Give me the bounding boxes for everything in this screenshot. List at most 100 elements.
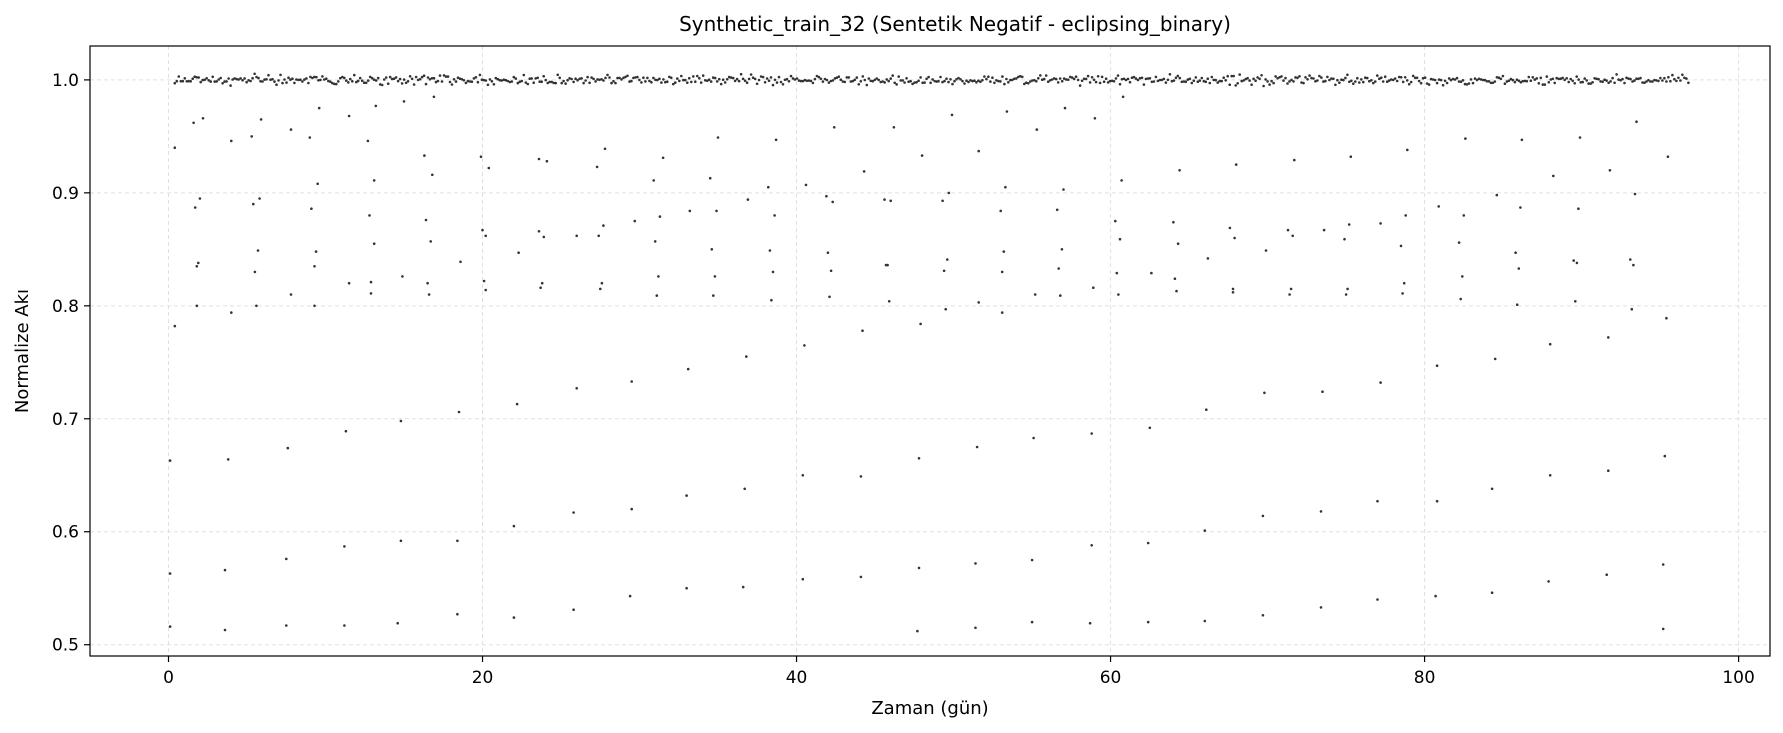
data-point <box>572 608 575 611</box>
data-point <box>429 240 433 243</box>
data-point <box>715 80 719 83</box>
data-point <box>1611 76 1614 80</box>
data-point <box>546 81 549 85</box>
data-point <box>676 77 679 80</box>
data-point <box>250 135 253 138</box>
data-point <box>1203 529 1207 532</box>
data-point <box>223 568 227 572</box>
data-point <box>875 77 878 80</box>
data-point <box>749 73 753 76</box>
data-point <box>1629 77 1632 81</box>
data-point <box>602 79 605 82</box>
data-point <box>1597 77 1600 81</box>
data-point <box>1403 76 1407 79</box>
data-point <box>195 265 199 268</box>
data-point <box>781 83 785 86</box>
data-point <box>1607 81 1610 85</box>
data-point <box>1613 81 1616 85</box>
data-point <box>995 79 998 82</box>
data-point <box>1551 77 1555 81</box>
data-point <box>537 230 541 233</box>
data-point <box>496 77 500 81</box>
data-point <box>580 77 583 80</box>
data-point <box>366 139 370 143</box>
data-point <box>863 78 867 82</box>
data-point <box>454 80 458 83</box>
data-point <box>1013 77 1016 81</box>
data-point <box>1385 80 1389 83</box>
data-point <box>1635 120 1638 123</box>
data-point <box>307 81 310 85</box>
data-point <box>343 76 346 80</box>
data-point <box>1421 76 1425 80</box>
data-point <box>947 191 951 195</box>
data-point <box>502 78 506 81</box>
data-point <box>1030 620 1034 624</box>
data-point <box>556 73 559 77</box>
data-point <box>532 81 535 84</box>
data-point <box>773 214 776 217</box>
data-point <box>401 275 404 278</box>
data-point <box>921 81 924 85</box>
data-point <box>682 78 685 82</box>
data-point <box>1120 77 1124 81</box>
data-point <box>859 80 863 83</box>
x-tick-label: 20 <box>472 668 494 688</box>
data-point <box>259 80 262 83</box>
data-point <box>1122 77 1126 81</box>
data-point <box>1687 81 1690 85</box>
data-point <box>1056 81 1060 84</box>
data-point <box>333 82 336 86</box>
data-point <box>931 78 934 81</box>
data-point <box>1445 81 1449 85</box>
data-point <box>1021 75 1024 79</box>
data-point <box>843 80 847 84</box>
data-point <box>985 77 988 81</box>
data-point <box>1608 169 1612 172</box>
data-point <box>572 80 575 84</box>
data-point <box>1178 76 1182 80</box>
data-point <box>1206 257 1210 260</box>
data-point <box>950 113 954 117</box>
data-point <box>1427 83 1431 86</box>
data-point <box>351 80 354 83</box>
data-point <box>771 270 775 274</box>
data-point <box>1205 408 1208 412</box>
data-point <box>283 78 286 81</box>
data-point <box>1617 78 1620 81</box>
data-point <box>712 294 715 297</box>
data-point <box>1072 77 1076 81</box>
data-point <box>1290 78 1293 82</box>
data-point <box>705 79 709 82</box>
data-point <box>741 77 745 81</box>
data-point <box>925 77 928 81</box>
data-point <box>1037 77 1040 80</box>
data-point <box>805 79 809 83</box>
data-point <box>317 106 321 110</box>
data-point <box>1062 188 1065 191</box>
data-point <box>1228 83 1231 86</box>
data-point <box>1661 79 1664 82</box>
data-point <box>1140 76 1144 80</box>
data-point <box>1358 81 1361 84</box>
data-point <box>826 251 830 254</box>
data-point <box>745 81 749 84</box>
data-point <box>961 79 964 83</box>
data-point <box>201 117 205 120</box>
data-point <box>983 75 986 78</box>
data-point <box>1535 77 1539 80</box>
data-point <box>1152 80 1156 83</box>
data-point <box>946 258 949 261</box>
data-point <box>1262 84 1265 88</box>
y-tick-label: 0.8 <box>52 297 79 317</box>
data-point <box>1376 499 1379 503</box>
data-point <box>1005 110 1009 113</box>
data-point <box>289 293 293 296</box>
data-point <box>1647 78 1650 82</box>
data-point <box>256 249 260 252</box>
data-point <box>1092 286 1095 290</box>
data-point <box>1005 77 1008 81</box>
data-point <box>1435 364 1439 368</box>
y-axis-ticks: 0.5 0.6 0.7 0.8 0.9 1.0 <box>52 71 90 656</box>
data-point <box>1479 78 1483 81</box>
